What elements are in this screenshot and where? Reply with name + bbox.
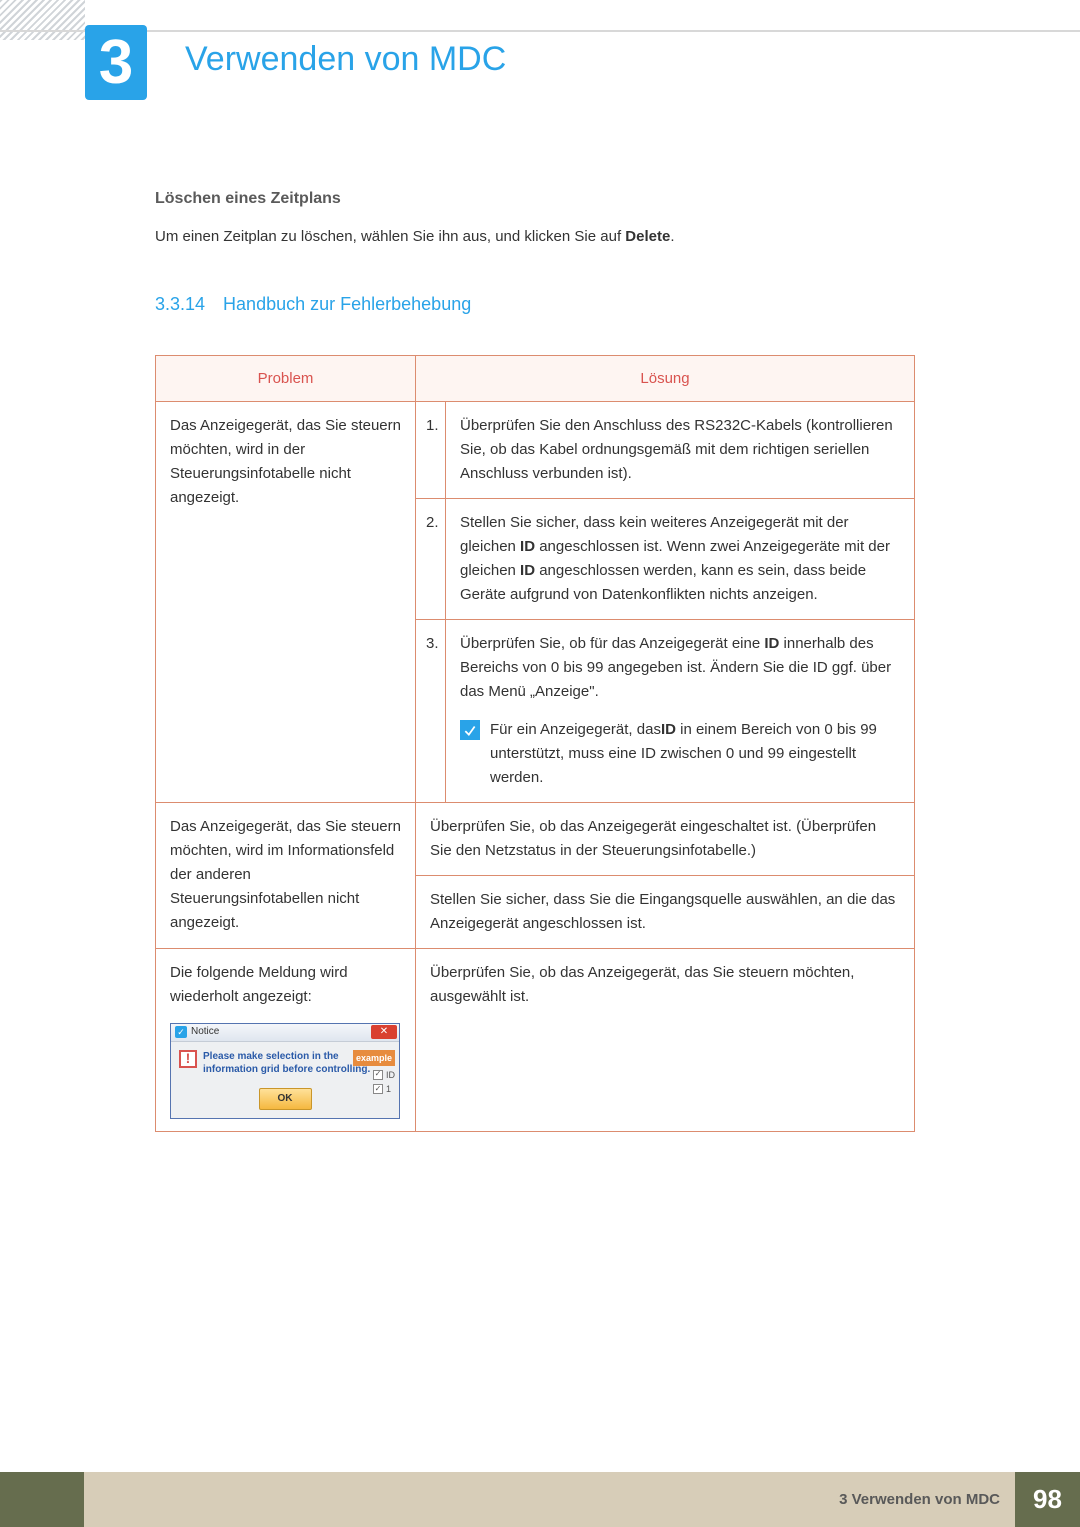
checkbox-icon: ✓ <box>373 1084 383 1094</box>
dialog-side: ✓ID ✓1 <box>373 1068 395 1097</box>
dialog-body: ! Please make selection in the informati… <box>171 1042 399 1084</box>
id-value: 1 <box>386 1082 391 1096</box>
problem-cell: Die folgende Meldung wird wiederholt ang… <box>156 948 416 1131</box>
text-bold: ID <box>764 635 779 652</box>
chapter-badge: 3 <box>85 25 147 100</box>
table-row: Das Anzeigegerät, das Sie steuern möchte… <box>156 802 915 875</box>
header-line <box>0 30 1080 32</box>
chapter-title: Verwenden von MDC <box>185 40 506 79</box>
problem-cell: Das Anzeigegerät, das Sie steuern möchte… <box>156 401 416 802</box>
col-solution: Lösung <box>416 355 915 401</box>
dialog-icon: ✓ <box>175 1026 187 1038</box>
dialog-titlebar: ✓ Notice ✕ <box>171 1024 399 1042</box>
problem-cell: Das Anzeigegerät, das Sie steuern möchte… <box>156 802 416 948</box>
table-row: Das Anzeigegerät, das Sie steuern möchte… <box>156 401 915 498</box>
text-bold: ID <box>661 721 676 738</box>
text-bold: ID <box>520 538 535 555</box>
note-icon <box>460 720 480 740</box>
solution-num: 2. <box>416 498 446 619</box>
ok-button[interactable]: OK <box>259 1088 312 1110</box>
text: Überprüfen Sie, ob für das Anzeigegerät … <box>460 635 764 652</box>
solution-cell: Stellen Sie sicher, dass kein weiteres A… <box>446 498 915 619</box>
footer-accent-left <box>0 1472 84 1527</box>
text-bold: ID <box>520 562 535 579</box>
section-number: 3.3.14 <box>155 294 205 314</box>
solution-cell: Überprüfen Sie, ob das Anzeigegerät, das… <box>416 948 915 1131</box>
footer-text: 3 Verwenden von MDC <box>839 1491 1000 1508</box>
solution-num: 3. <box>416 619 446 802</box>
text-post: . <box>670 228 674 245</box>
solution-cell: Überprüfen Sie den Anschluss des RS232C-… <box>446 401 915 498</box>
delete-schedule-heading: Löschen eines Zeitplans <box>155 190 915 208</box>
text-pre: Um einen Zeitplan zu löschen, wählen Sie… <box>155 228 625 245</box>
page-number: 98 <box>1015 1472 1080 1527</box>
chapter-number: 3 <box>99 27 133 98</box>
id-label: ID <box>386 1068 395 1082</box>
notice-dialog: ✓ Notice ✕ ! Please make selection in th… <box>170 1023 400 1119</box>
warning-icon: ! <box>179 1050 197 1068</box>
dialog-footer: OK <box>171 1084 399 1118</box>
solution-cell: Stellen Sie sicher, dass Sie die Eingang… <box>416 875 915 948</box>
section-title: Handbuch zur Fehlerbehebung <box>223 294 471 314</box>
troubleshoot-table: Problem Lösung Das Anzeigegerät, das Sie… <box>155 355 915 1132</box>
solution-cell: Überprüfen Sie, ob für das Anzeigegerät … <box>446 619 915 802</box>
close-icon[interactable]: ✕ <box>371 1025 397 1039</box>
checkbox-icon: ✓ <box>373 1070 383 1080</box>
header-pattern <box>0 0 85 40</box>
note-row: Für ein Anzeigegerät, dasID in einem Ber… <box>460 718 900 790</box>
text: Die folgende Meldung wird wiederholt ang… <box>170 964 348 1005</box>
table-row: Die folgende Meldung wird wiederholt ang… <box>156 948 915 1131</box>
troubleshoot-heading: 3.3.14 Handbuch zur Fehlerbehebung <box>155 294 915 315</box>
col-problem: Problem <box>156 355 416 401</box>
text: Für ein Anzeigegerät, das <box>490 721 661 738</box>
text-bold: Delete <box>625 228 670 245</box>
footer-mid: 3 Verwenden von MDC <box>84 1472 1015 1527</box>
footer: 3 Verwenden von MDC 98 <box>0 1472 1080 1527</box>
note-text: Für ein Anzeigegerät, dasID in einem Ber… <box>490 718 900 790</box>
solution-cell: Überprüfen Sie, ob das Anzeigegerät eing… <box>416 802 915 875</box>
delete-schedule-text: Um einen Zeitplan zu löschen, wählen Sie… <box>155 226 915 249</box>
example-tag: example <box>353 1050 395 1066</box>
dialog-title: Notice <box>191 1024 219 1040</box>
solution-num: 1. <box>416 401 446 498</box>
